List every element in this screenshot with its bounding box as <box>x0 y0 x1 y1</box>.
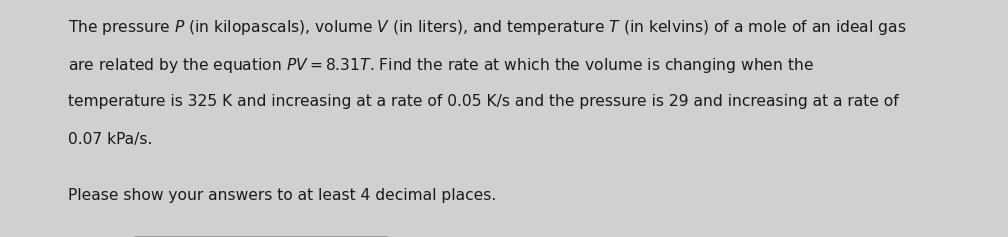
Text: 0.07 kPa/s.: 0.07 kPa/s. <box>68 132 152 147</box>
Text: Please show your answers to at least 4 decimal places.: Please show your answers to at least 4 d… <box>68 188 496 203</box>
Text: are related by the equation $PV = 8.31T$. Find the rate at which the volume is c: are related by the equation $PV = 8.31T$… <box>68 56 813 75</box>
Text: temperature is 325 K and increasing at a rate of 0.05 K/s and the pressure is 29: temperature is 325 K and increasing at a… <box>68 94 899 109</box>
Text: The pressure $P$ (in kilopascals), volume $V$ (in liters), and temperature $T$ (: The pressure $P$ (in kilopascals), volum… <box>68 18 906 37</box>
